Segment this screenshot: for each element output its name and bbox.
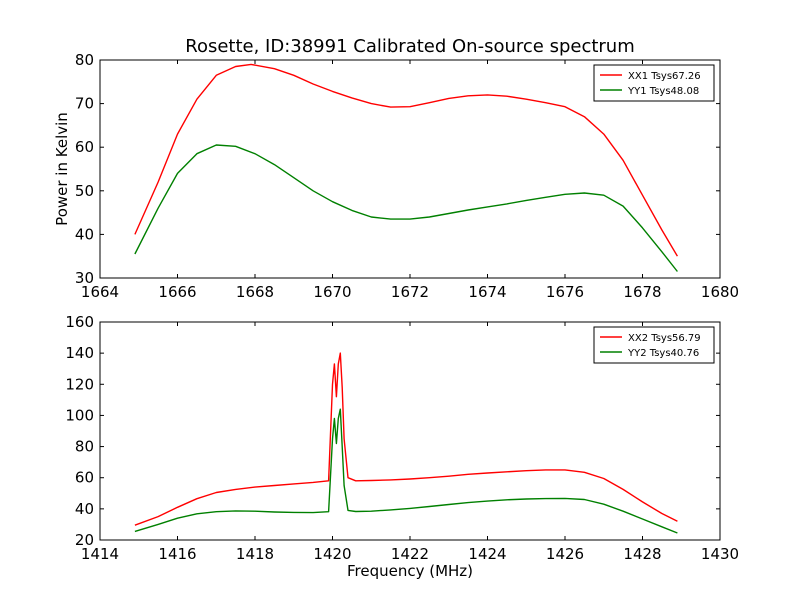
series-line-yy2 [134,408,678,534]
x-tick-label: 1420 [313,545,351,563]
x-tick-label: 1428 [623,545,661,563]
series-line-yy1 [134,144,678,272]
y-tick-label: 30 [75,269,94,287]
y-tick-label: 100 [65,406,94,424]
x-tick-label: 1670 [313,283,351,301]
x-tick-label: 1678 [623,283,661,301]
x-tick-label: 1422 [391,545,429,563]
legend-label: YY2 Tsys40.76 [627,348,699,359]
y-tick-label: 120 [65,375,94,393]
legend-label: YY1 Tsys48.08 [627,86,699,97]
legend-label: XX1 Tsys67.26 [628,71,701,82]
y-tick-label: 160 [65,313,94,331]
x-tick-label: 1418 [236,545,274,563]
legend: XX1 Tsys67.26 YY1 Tsys48.08 [593,64,715,102]
chart-title: Rosette, ID:38991 Calibrated On-source s… [185,36,635,57]
y-axis-label: Power in Kelvin [53,112,71,226]
bottom-panel: 1414 1416 1418 1420 1422 1424 1426 1428 1430 20 40… [65,313,739,580]
x-tick-label: 1664 [81,283,119,301]
x-tick-label: 1680 [701,283,739,301]
legend-box [593,326,715,364]
y-tick-label: 140 [65,344,94,362]
series-line-xx1 [134,63,679,257]
y-tick-label: 40 [75,225,94,243]
x-tick-label: 1676 [546,283,584,301]
y-tick-label: 60 [75,469,94,487]
y-tick-label: 80 [75,438,94,456]
y-tick-label: 70 [75,95,94,113]
y-tick-label: 20 [75,531,94,549]
y-tick-label: 60 [75,138,94,156]
x-tick-label: 1430 [701,545,739,563]
x-tick-label: 1426 [546,545,584,563]
series-line-xx2 [134,352,678,526]
x-axis-label: Frequency (MHz) [347,562,473,580]
legend-box [593,64,715,102]
x-tick-label: 1416 [158,545,196,563]
x-tick-label: 1672 [391,283,429,301]
y-tick-label: 50 [75,182,94,200]
x-tick-label: 1668 [236,283,274,301]
legend: XX2 Tsys56.79 YY2 Tsys40.76 [593,326,715,364]
y-tick-label: 40 [75,500,94,518]
x-tick-label: 1414 [81,545,119,563]
y-tick-label: 80 [75,51,94,69]
top-panel: 1664 1666 1668 1670 1672 1674 1676 1678 1680 30 40… [53,36,739,301]
x-tick-label: 1666 [158,283,196,301]
legend-label: XX2 Tsys56.79 [628,333,701,344]
x-tick-label: 1424 [468,545,506,563]
x-tick-label: 1674 [468,283,506,301]
